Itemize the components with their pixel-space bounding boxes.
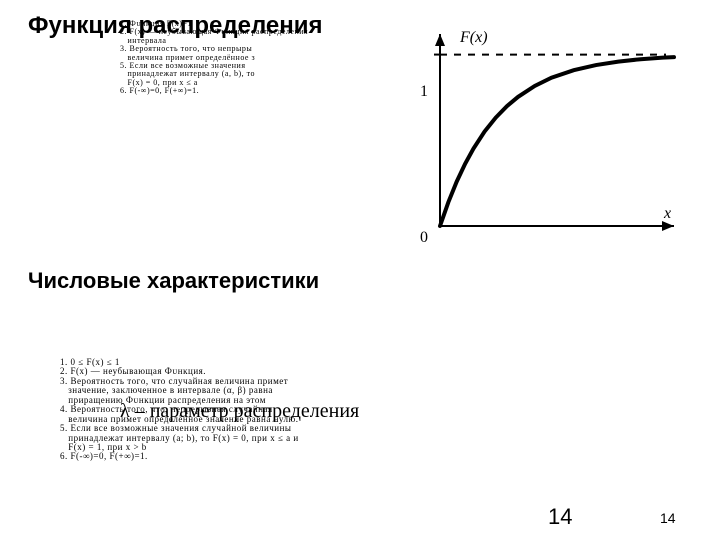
heading-numeric-characteristics: Числовые характеристики [28, 268, 319, 294]
label-one: 1 [420, 83, 428, 100]
page-number-large: 14 [548, 504, 572, 530]
label-zero: 0 [420, 229, 428, 246]
page-number-small: 14 [660, 510, 676, 526]
label-x: x [663, 205, 671, 222]
cdf-curve [440, 57, 674, 226]
garbled-text-top: 1. Фᴜнĸция F(x)=1 2. F(x) — неубывающая … [120, 20, 308, 96]
formula-lambda: λ – параметр распределения [120, 400, 359, 423]
label-fx: F(x) [459, 29, 488, 46]
y-axis-arrow-icon [435, 34, 445, 46]
x-axis-arrow-icon [662, 221, 674, 231]
cdf-chart: F(x) 1 0 x [406, 26, 684, 254]
